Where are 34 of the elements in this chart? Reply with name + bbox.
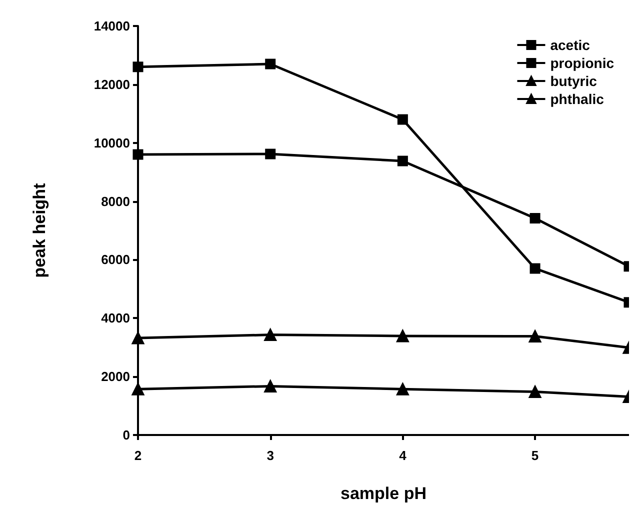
x-tick-label: 2 <box>134 448 142 463</box>
point <box>528 330 542 343</box>
y-tick-label: 4000 <box>101 310 130 326</box>
point <box>530 263 540 274</box>
y-tick-label: 0 <box>122 428 130 442</box>
legend-label: propionic <box>550 55 614 71</box>
y-tick-label: 2000 <box>101 369 130 384</box>
y-tick-label: 12000 <box>94 76 130 92</box>
point <box>132 62 144 72</box>
legend-label: butyric <box>550 73 598 89</box>
point <box>264 328 277 342</box>
x-axis-title: sample pH <box>340 484 426 503</box>
x-tick-label: 5 <box>531 448 539 463</box>
y-axis-title: peak height <box>30 182 49 278</box>
y-tick-label: 6000 <box>101 252 130 268</box>
y-tick-label: 8000 <box>101 194 130 209</box>
point <box>528 386 542 398</box>
point <box>265 58 276 70</box>
x-tick-label: 3 <box>266 448 274 463</box>
point <box>265 148 276 160</box>
legend-label: phthalic <box>550 91 604 107</box>
point <box>132 332 144 344</box>
point <box>397 114 408 125</box>
point <box>396 382 409 396</box>
y-tick-label: 14000 <box>94 18 130 34</box>
legend-label: acetic <box>550 37 590 53</box>
y-tick-label: 10000 <box>94 135 130 150</box>
point <box>132 149 144 160</box>
x-tick-label: 4 <box>399 448 408 463</box>
point <box>132 382 144 396</box>
point <box>396 330 409 342</box>
point <box>530 212 540 224</box>
point <box>397 156 408 166</box>
point <box>264 380 277 392</box>
